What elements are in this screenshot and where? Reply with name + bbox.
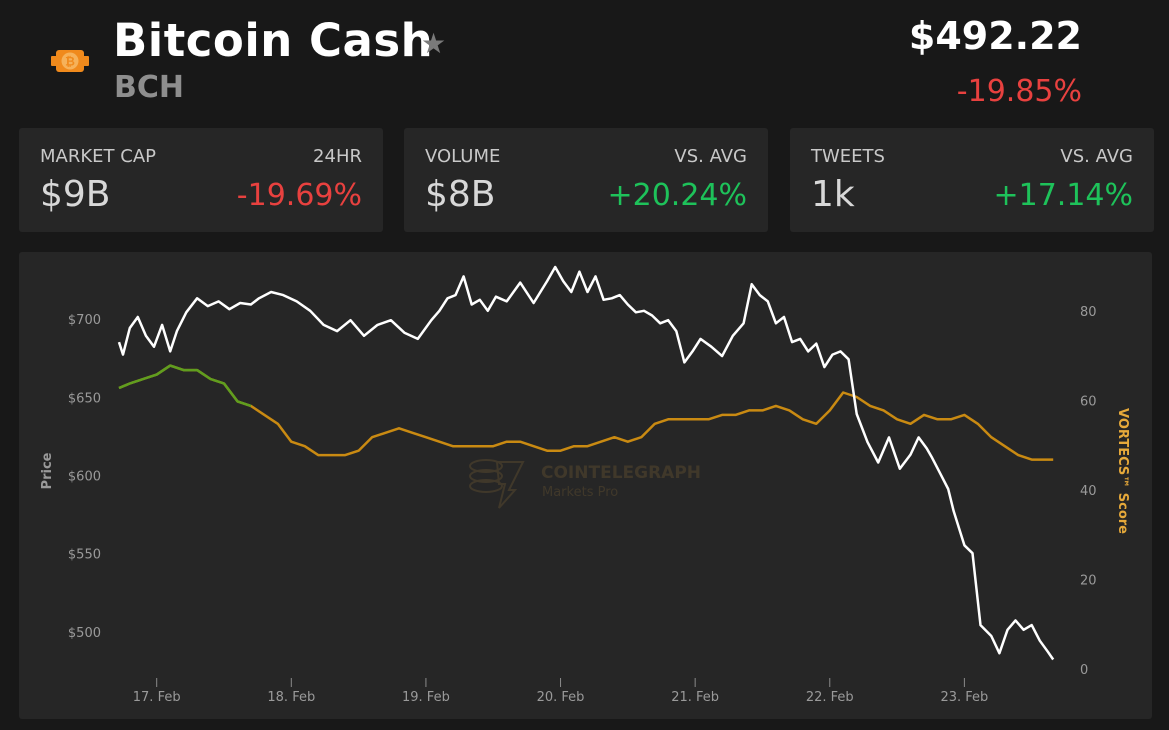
current-price: $492.22 xyxy=(908,14,1082,58)
x-tick-label: 23. Feb xyxy=(940,690,988,705)
y-tick-label: $700 xyxy=(68,313,101,328)
y2-tick-label: 0 xyxy=(1080,663,1088,678)
tweets-delta: +17.14% xyxy=(993,178,1133,213)
y-tick-label: $500 xyxy=(68,626,101,641)
x-tick-label: 17. Feb xyxy=(133,690,181,705)
price-line xyxy=(117,265,1055,661)
y2-tick-label: 60 xyxy=(1080,394,1097,409)
y-axis-label: Price xyxy=(40,452,55,489)
market-cap-sublabel: 24HR xyxy=(313,146,362,167)
watermark-brand: COINTELEGRAPH xyxy=(541,463,701,483)
cointelegraph-logo-icon xyxy=(469,459,525,509)
volume-card: VOLUME VS. AVG $8B +20.24% xyxy=(404,128,768,232)
tweets-sublabel: VS. AVG xyxy=(1060,146,1133,167)
volume-label: VOLUME xyxy=(425,146,501,167)
volume-value: $8B xyxy=(425,174,496,215)
vortecs-score-high-segment xyxy=(118,364,252,408)
svg-text:₿: ₿ xyxy=(65,55,75,69)
coin-header: ₿ Bitcoin Cash ★ BCH $492.22 -19.85% xyxy=(0,0,1169,120)
star-icon[interactable]: ★ xyxy=(421,27,447,60)
price-vortecs-chart[interactable]: COINTELEGRAPH Markets Pro $700 $650 $600 $5… xyxy=(19,252,1152,719)
x-tick-label: 20. Feb xyxy=(537,690,585,705)
volume-delta: +20.24% xyxy=(607,178,747,213)
market-cap-value: $9B xyxy=(40,174,111,215)
x-tick-label: 21. Feb xyxy=(671,690,719,705)
y2-tick-label: 20 xyxy=(1080,573,1097,588)
x-tick-label: 18. Feb xyxy=(267,690,315,705)
bitcoin-cash-logo-icon: ₿ xyxy=(51,50,89,72)
market-cap-delta: -19.69% xyxy=(236,178,362,213)
y2-tick-label: 40 xyxy=(1080,484,1097,499)
y-tick-label: $650 xyxy=(68,391,101,406)
y-tick-label: $600 xyxy=(68,470,101,485)
vortecs-score-line xyxy=(118,364,1054,461)
cointelegraph-watermark: COINTELEGRAPH Markets Pro xyxy=(469,459,701,509)
tweets-card: TWEETS VS. AVG 1k +17.14% xyxy=(790,128,1154,232)
x-tick-label: 19. Feb xyxy=(402,690,450,705)
coin-symbol: BCH xyxy=(114,70,184,105)
market-cap-card: MARKET CAP 24HR $9B -19.69% xyxy=(19,128,383,232)
price-chart-panel: COINTELEGRAPH Markets Pro $700 $650 $600 $5… xyxy=(19,252,1152,719)
price-change: -19.85% xyxy=(956,74,1082,109)
watermark-sub: Markets Pro xyxy=(542,485,618,500)
volume-sublabel: VS. AVG xyxy=(674,146,747,167)
y2-axis-label: VORTECS™ Score xyxy=(1115,408,1130,534)
x-tick-label: 22. Feb xyxy=(806,690,854,705)
y2-tick-label: 80 xyxy=(1080,305,1097,320)
market-cap-label: MARKET CAP xyxy=(40,146,156,167)
tweets-label: TWEETS xyxy=(811,146,885,167)
tweets-value: 1k xyxy=(811,174,855,215)
coin-name: Bitcoin Cash xyxy=(113,14,434,67)
y-tick-label: $550 xyxy=(68,548,101,563)
